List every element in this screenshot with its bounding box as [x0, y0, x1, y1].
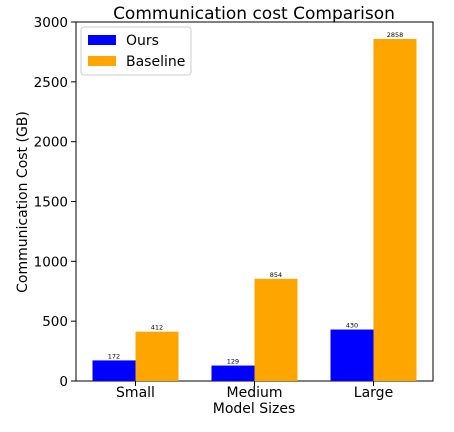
x-tick-label: Large [354, 385, 393, 401]
chart-title: Communication cost Comparison [113, 4, 395, 24]
bar-baseline-medium [254, 278, 298, 381]
legend-label: Baseline [126, 54, 185, 70]
x-axis-label: Model Sizes [213, 401, 296, 417]
y-tick-label: 1500 [34, 195, 68, 211]
legend-swatch [88, 56, 116, 66]
legend-label: Ours [126, 33, 159, 49]
y-tick-label: 2000 [34, 135, 68, 151]
y-tick-label: 2500 [34, 75, 68, 91]
bar-ours-large [330, 329, 374, 381]
data-label: 129 [227, 358, 239, 366]
data-label: 430 [346, 322, 358, 330]
bar-ours-small [92, 360, 136, 381]
legend-swatch [88, 35, 116, 45]
bar-baseline-small [135, 331, 179, 381]
y-tick-label: 0 [59, 374, 68, 390]
legend: Ours Baseline [80, 26, 192, 76]
x-tick-label: Small [116, 385, 155, 401]
bar-ours-medium [211, 365, 255, 381]
y-tick-label: 1000 [34, 254, 68, 270]
y-tick-label: 3000 [34, 15, 68, 31]
data-label: 854 [270, 271, 282, 279]
bar-baseline-large [373, 38, 417, 381]
data-label: 2858 [387, 31, 404, 39]
data-label: 412 [151, 324, 163, 332]
y-axis-label: Communication Cost (GB) [15, 111, 31, 293]
y-tick-label: 500 [42, 314, 68, 330]
x-tick-label: Medium [227, 385, 283, 401]
plot-area: 0 500 1000 1500 2000 2500 3000 Small 172 412 Mediu… [34, 15, 434, 401]
data-label: 172 [108, 352, 120, 360]
